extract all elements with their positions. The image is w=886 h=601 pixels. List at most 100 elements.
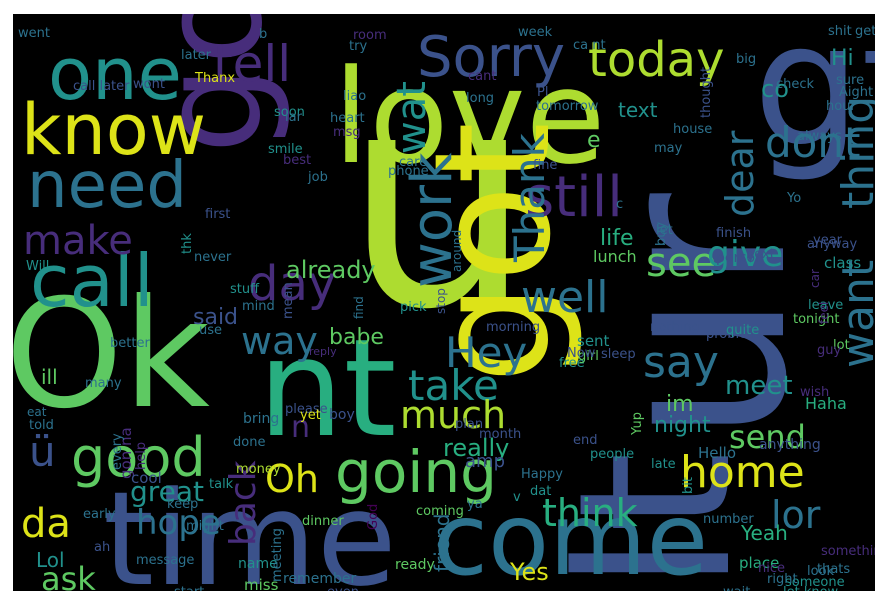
word-cloud-word: take — [408, 361, 499, 410]
word-cloud-word: smile — [268, 142, 303, 157]
word-cloud-word: Yup — [630, 412, 645, 436]
word-cloud-word: keep — [167, 497, 198, 512]
word-cloud-word: meeting — [270, 528, 285, 582]
word-cloud-word: check — [776, 77, 815, 92]
word-cloud-word: person — [716, 250, 764, 266]
word-cloud-word: even — [327, 585, 359, 591]
word-cloud-word: nt — [258, 310, 397, 467]
word-cloud-word: Hey — [445, 328, 527, 377]
word-cloud-word: week — [518, 25, 553, 40]
word-cloud-word: bring — [243, 411, 279, 427]
word-cloud-word: number — [703, 512, 754, 527]
word-cloud-word: morning — [486, 320, 540, 335]
word-cloud-word: lar — [285, 110, 303, 125]
word-cloud-word: went — [18, 26, 50, 41]
word-cloud-word: help — [134, 442, 149, 470]
word-cloud-word: liao — [343, 89, 366, 104]
word-cloud-word: might — [186, 519, 224, 534]
word-cloud-word: msg — [333, 125, 361, 140]
word-cloud-word: im — [666, 392, 694, 417]
word-cloud-word: later — [181, 48, 212, 63]
word-cloud-word: message — [136, 553, 194, 568]
word-cloud-word: better — [110, 336, 150, 351]
word-cloud-word: Yes — [509, 558, 549, 586]
word-cloud-word: love — [333, 41, 606, 193]
word-cloud-word: soon — [274, 105, 305, 120]
word-cloud-word: cool — [131, 469, 162, 487]
word-cloud-word: back — [223, 460, 264, 546]
word-cloud-word: room — [353, 28, 387, 43]
word-cloud-word: come — [433, 481, 708, 591]
word-cloud-word: God — [366, 504, 381, 530]
word-cloud-word: babe — [329, 325, 384, 350]
word-cloud-word: see — [646, 240, 716, 286]
word-cloud-word: ur — [560, 193, 840, 444]
word-cloud-word: reply — [309, 345, 337, 358]
word-cloud-word: say — [643, 337, 719, 388]
word-cloud-word: nothing — [650, 320, 700, 335]
word-cloud-word: tell — [213, 35, 291, 93]
word-cloud-word: time — [103, 463, 397, 591]
word-cloud-word: got — [399, 122, 586, 384]
word-cloud-word: home — [680, 447, 805, 498]
word-cloud-word: wish — [800, 385, 829, 400]
word-cloud-word: around — [450, 230, 464, 272]
word-cloud-word: something — [821, 544, 875, 559]
word-cloud-word: n — [291, 410, 310, 445]
word-cloud-word: yet — [300, 408, 321, 423]
word-cloud-word: nice — [758, 561, 785, 576]
word-cloud-word: mind — [242, 299, 275, 314]
word-cloud-word: Will — [26, 259, 49, 274]
word-cloud-word: right — [767, 572, 798, 587]
word-cloud-word: great — [130, 475, 204, 508]
word-cloud-word: ready — [395, 557, 435, 573]
word-cloud-word: find — [352, 296, 366, 319]
word-cloud-word: want — [833, 260, 875, 368]
word-cloud-word: already — [286, 256, 376, 284]
word-cloud-word: u — [343, 26, 533, 375]
word-cloud-word: da — [21, 501, 71, 547]
word-cloud-word: Hello — [698, 444, 736, 462]
word-cloud-word: guy — [817, 343, 841, 358]
word-cloud-word: lt — [533, 451, 778, 591]
word-cloud-word: Aight — [839, 85, 873, 100]
word-cloud-word: leave — [808, 298, 843, 313]
word-cloud-word: finish — [716, 226, 751, 241]
word-cloud-word: many — [85, 376, 122, 391]
word-cloud-word: text — [618, 98, 658, 122]
word-cloud-word: good — [71, 426, 206, 489]
word-cloud-word: lunch — [593, 247, 637, 266]
word-cloud-word: give — [707, 234, 783, 275]
word-cloud-word: sent — [577, 332, 610, 350]
word-cloud-word: ill — [41, 365, 58, 389]
word-cloud-word: quite — [726, 323, 759, 338]
word-cloud-word: call later — [73, 79, 130, 94]
word-cloud-word: way — [241, 319, 318, 363]
word-cloud-word: next — [746, 247, 775, 262]
word-cloud-word: problem — [706, 327, 760, 342]
word-cloud-word: please — [285, 402, 328, 417]
word-cloud-word: long — [466, 91, 494, 106]
word-cloud-word: Lol — [36, 548, 65, 572]
word-cloud-word: every — [110, 433, 125, 470]
word-cloud-word: much — [400, 393, 506, 437]
word-cloud-word: Now — [567, 346, 596, 361]
word-cloud-word: ca nt — [573, 38, 606, 53]
word-cloud-word: know — [21, 89, 206, 171]
word-cloud-word: care — [399, 155, 427, 170]
word-cloud-word: ü — [29, 427, 56, 476]
word-cloud-word: late — [651, 457, 676, 472]
word-cloud-word: bit — [681, 477, 696, 494]
word-cloud-word: lot — [833, 338, 850, 353]
word-cloud-word: buy — [654, 222, 669, 246]
word-cloud-word: Sorry — [417, 25, 565, 90]
word-cloud-word: go — [131, 14, 294, 154]
word-cloud-word: amp — [465, 451, 505, 472]
word-cloud-word: sleep — [601, 347, 636, 362]
word-cloud-word: getting — [855, 24, 875, 39]
word-cloud-word: meet — [725, 371, 793, 401]
word-cloud-word: pick — [400, 300, 427, 315]
word-cloud-word: friend — [430, 514, 454, 573]
